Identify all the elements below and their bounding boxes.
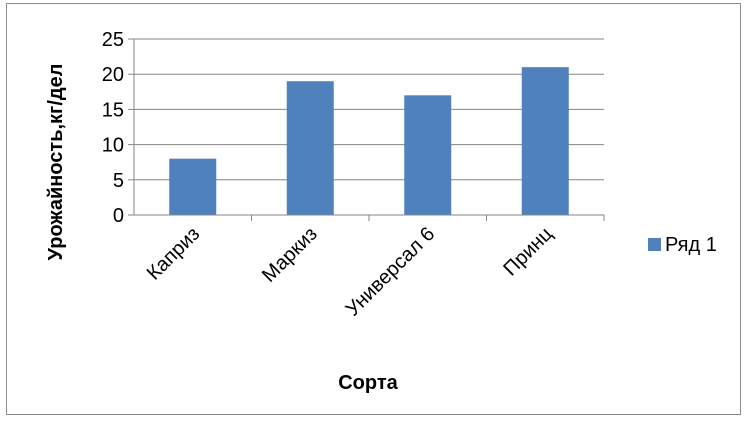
x-tick-label: Маркиз [258,223,322,287]
y-tick-label: 25 [102,29,124,51]
x-axis-title: Сорта [338,372,398,394]
axes [128,38,605,221]
x-tick-label: Каприз [143,223,205,285]
chart-area [6,3,741,415]
y-tick-label: 10 [102,135,124,157]
y-tick-label: 5 [113,170,124,192]
y-axis-title: Урожайность,кг/дел [45,64,67,261]
legend-swatch [648,238,661,251]
y-tick-label: 15 [102,99,124,121]
bar [286,81,334,216]
bar [521,67,569,215]
x-tick-label: Принц [499,223,556,280]
y-tick-label: 20 [102,64,124,86]
bars [169,67,569,216]
legend-label: Ряд 1 [665,234,717,256]
bar [169,158,217,215]
y-tick-label: 0 [113,205,124,227]
x-tick-label: Универсал 6 [342,223,440,321]
bar [404,95,452,215]
